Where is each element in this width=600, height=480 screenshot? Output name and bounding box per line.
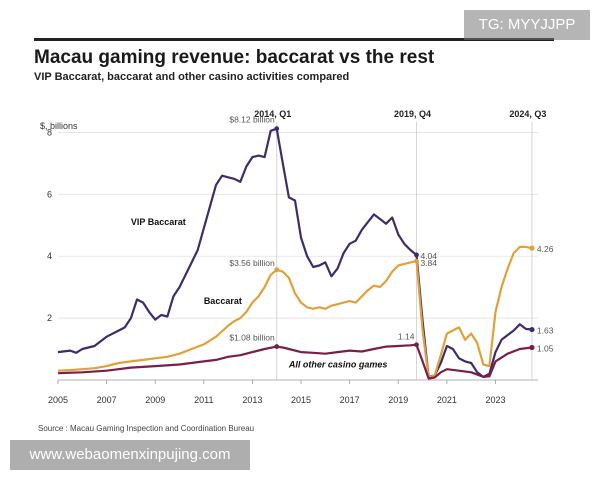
- series-line-baccarat: [57, 245, 533, 379]
- series-end-point-vip: [529, 326, 535, 333]
- watermark-top: TG: MYYJJPP: [464, 10, 590, 40]
- x-tick-label: 2013: [242, 395, 262, 405]
- annotation-label: 1.63: [537, 326, 554, 336]
- x-tick-label: 2019: [388, 395, 408, 405]
- series-line-vip: [57, 127, 533, 378]
- x-tick-label: 2023: [485, 395, 505, 405]
- chart-source: Source : Macau Gaming Inspection and Coo…: [38, 424, 255, 433]
- annotation-label: $8.12 billion: [229, 115, 275, 125]
- annotation-label: 4.04: [420, 251, 437, 261]
- annotation-point: [414, 258, 419, 264]
- x-tick-label: 2009: [145, 395, 165, 405]
- series-label: All other casino games: [288, 360, 388, 370]
- x-tick-label: 2007: [97, 395, 117, 405]
- annotation-point: [274, 344, 280, 349]
- annotation-label: 3.84: [420, 258, 437, 268]
- annotation-label: $3.56 billion: [229, 258, 275, 268]
- x-tick-label: 2021: [437, 395, 457, 405]
- annotation-point: [414, 252, 419, 258]
- event-marker-label: 2024, Q3: [509, 109, 546, 119]
- x-tick-label: 2015: [291, 395, 311, 405]
- x-tick-label: 2011: [194, 395, 213, 405]
- annotation-label: 4.26: [537, 244, 554, 254]
- series-label: VIP Baccarat: [131, 217, 186, 227]
- series-line-other: [57, 343, 533, 380]
- y-axis-label: $, billions: [40, 121, 78, 131]
- annotation-label: 1.14: [398, 332, 415, 342]
- x-tick-label: 2017: [340, 395, 360, 405]
- event-marker-label: 2014, Q1: [254, 109, 291, 119]
- y-tick-label: 2: [47, 313, 52, 323]
- annotation-point: [274, 267, 280, 273]
- y-tick-label: 4: [47, 251, 52, 261]
- title-rule: [34, 38, 554, 41]
- event-marker-label: 2019, Q4: [394, 109, 431, 119]
- y-tick-label: 8: [47, 127, 52, 137]
- series-label: Baccarat: [204, 296, 242, 306]
- annotation-label: 1.05: [537, 344, 554, 354]
- y-tick-label: 6: [47, 189, 52, 199]
- series-end-point-baccarat: [529, 245, 535, 251]
- chart-title: Macau gaming revenue: baccarat vs the re…: [34, 47, 435, 68]
- annotation-point: [274, 126, 280, 132]
- watermark-bottom: www.webaomenxinpujing.com: [10, 440, 250, 470]
- series-end-point-other: [529, 344, 535, 351]
- chart-subtitle: VIP Baccarat, baccarat and other casino …: [34, 71, 350, 83]
- x-tick-label: 2005: [48, 395, 68, 405]
- annotation-label: $1.08 billion: [229, 333, 275, 343]
- annotation-point: [414, 342, 419, 348]
